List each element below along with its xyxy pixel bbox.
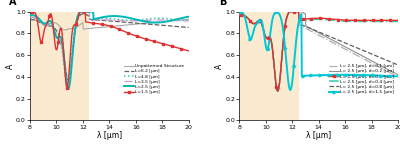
Bar [239,12,299,120]
Y-axis label: A: A [6,64,14,69]
Bar [30,12,90,120]
Legend: L= 2.5 [μm], d=0.1 [μm], L= 2.5 [μm], d=0.2 [μm], L= 2.5 [μm], d=0.3 [μm], L= 2.: L= 2.5 [μm], d=0.1 [μm], L= 2.5 [μm], d=… [327,62,396,96]
Text: A: A [9,0,17,7]
X-axis label: λ [μm]: λ [μm] [306,131,331,140]
Y-axis label: A: A [215,64,224,69]
X-axis label: λ [μm]: λ [μm] [97,131,122,140]
Legend: Unpatterned Structure, L=6.2 [μm], L=4.8 [μm], L=3.5 [μm], L=2.5 [μm], L=1.5 [μm: Unpatterned Structure, L=6.2 [μm], L=4.8… [123,62,186,96]
Text: B: B [219,0,226,7]
